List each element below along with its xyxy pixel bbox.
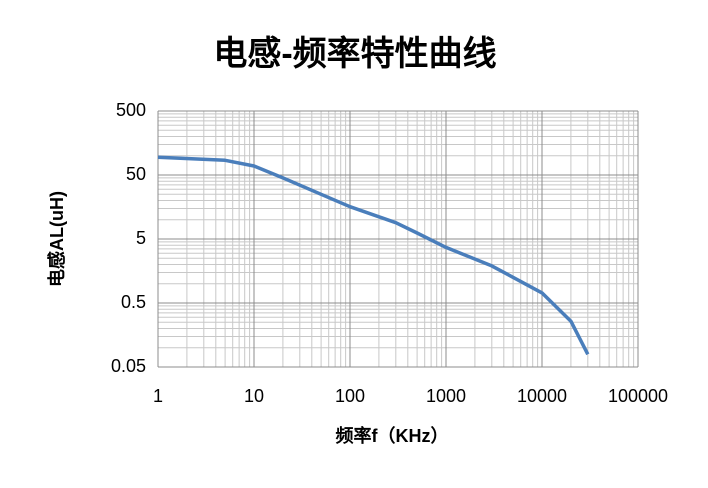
x-tick-label: 10000 [517,386,567,406]
y-axis-label: 电感AL(uH) [46,191,67,287]
x-tick-label: 1000 [426,386,466,406]
chart-title: 电感-频率特性曲线 [213,35,496,73]
y-tick-label: 0.5 [121,292,146,312]
x-tick-label: 10 [244,386,264,406]
y-tick-label: 50 [126,164,146,184]
y-tick-label: 5 [136,228,146,248]
x-tick-label: 1 [153,386,163,406]
x-axis-label: 频率f（KHz） [336,425,449,446]
x-tick-label: 100000 [608,386,668,406]
y-tick-label: 0.05 [111,356,146,376]
x-tick-label: 100 [335,386,365,406]
data-line [157,155,590,356]
y-tick-label: 500 [116,100,146,120]
